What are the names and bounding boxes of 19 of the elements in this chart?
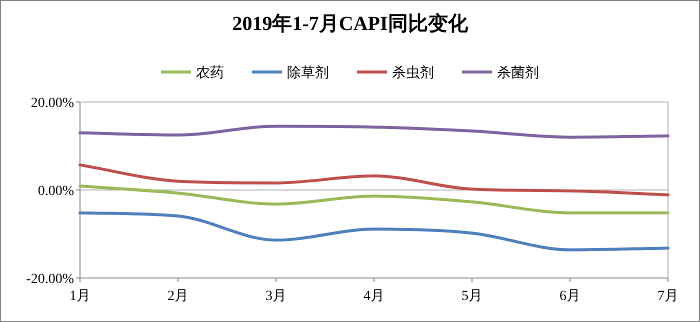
x-tick-label: 6月 [560,289,580,304]
y-tick-label: 20.00% [30,96,74,111]
legend-label: 杀虫剂 [392,64,434,80]
legend-label: 杀菌剂 [497,64,539,80]
x-tick-label: 2月 [168,289,188,304]
x-tick-label: 5月 [462,289,482,304]
y-tick-label: -20.00% [26,272,74,287]
x-tick-label: 7月 [658,289,678,304]
x-tick-label: 4月 [364,289,384,304]
legend-label: 除草剂 [287,64,329,80]
x-tick-label: 3月 [266,289,286,304]
chart-title: 2019年1-7月CAPI同比变化 [232,12,469,35]
line-series [78,184,670,214]
legend-label: 农药 [196,64,224,80]
x-tick-label: 1月 [70,289,90,304]
line-series [78,124,670,139]
line-series [78,211,670,252]
line-series [78,163,670,196]
y-tick-label: 0.00% [38,184,74,199]
